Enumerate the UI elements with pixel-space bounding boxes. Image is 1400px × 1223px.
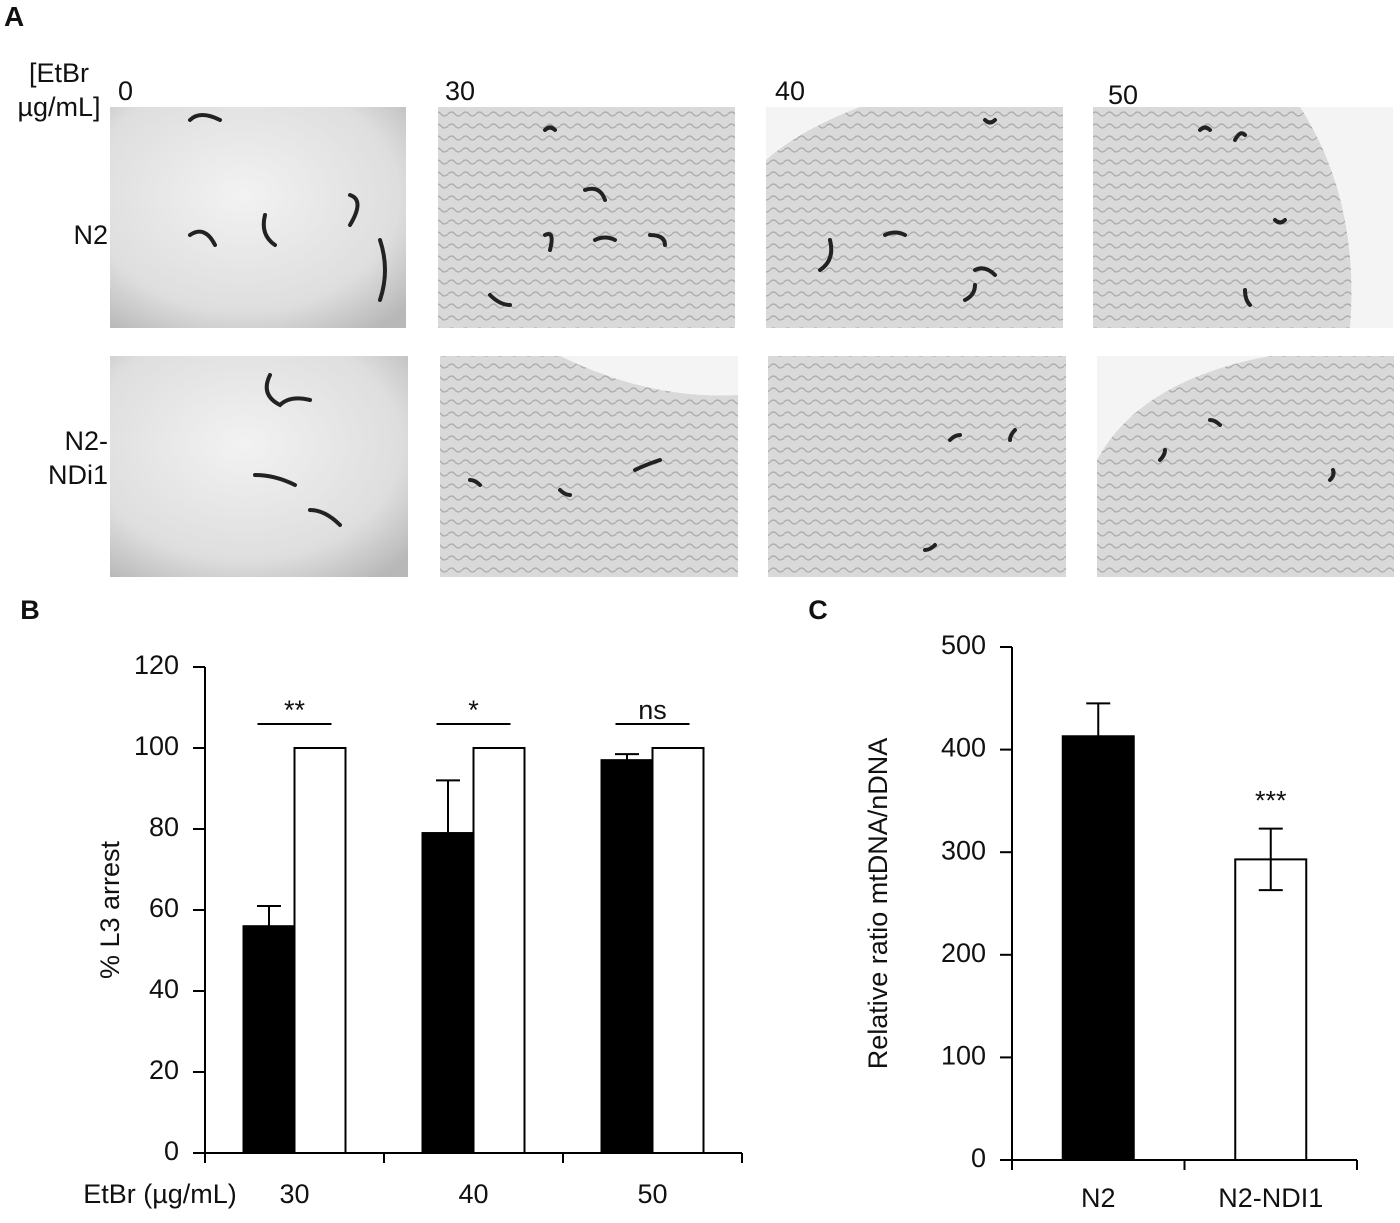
bar xyxy=(1061,735,1135,1162)
worms xyxy=(188,113,1336,552)
significance-label: ns xyxy=(638,695,667,725)
bar xyxy=(293,747,347,1154)
y-tick-label: 40 xyxy=(149,974,179,1004)
y-tick-label: 200 xyxy=(941,938,986,968)
y-tick-label: 60 xyxy=(149,893,179,923)
y-tick-label: 0 xyxy=(164,1136,179,1166)
error-bar xyxy=(436,779,460,834)
bar xyxy=(600,759,654,1155)
micrograph xyxy=(110,107,406,328)
y-axis-label: % L3 arrest xyxy=(95,840,125,979)
x-tick-label: N2 xyxy=(1081,1183,1116,1213)
y-axis-label: Relative ratio mtDNA/nDNA xyxy=(863,738,893,1070)
bar xyxy=(472,747,526,1154)
y-tick-label: 80 xyxy=(149,812,179,842)
row-label: N2-NDi1 xyxy=(47,426,108,490)
micrograph xyxy=(766,107,1063,328)
x-axis-label: EtBr (µg/mL) xyxy=(83,1179,237,1209)
panel-label: B xyxy=(20,595,40,625)
micrograph-edge xyxy=(766,107,860,160)
panel-label: A xyxy=(4,1,25,32)
y-tick-label: 400 xyxy=(941,733,986,763)
y-tick-label: 120 xyxy=(134,650,179,680)
significance-label: * xyxy=(468,695,479,725)
micrograph-edge xyxy=(560,356,738,396)
micrograph-grid xyxy=(110,107,1394,577)
panel-label: C xyxy=(808,595,828,625)
error-bar xyxy=(257,904,281,927)
column-label: 50 xyxy=(1108,80,1139,110)
significance-label: ** xyxy=(284,695,306,725)
column-label: 30 xyxy=(445,76,476,106)
column-label: 40 xyxy=(775,76,806,106)
y-tick-label: 300 xyxy=(941,835,986,865)
significance-label: *** xyxy=(1255,786,1287,816)
y-tick-label: 0 xyxy=(971,1143,986,1173)
column-label: 0 xyxy=(118,76,134,106)
micrograph xyxy=(438,107,735,328)
x-tick-label: 40 xyxy=(458,1179,488,1209)
bar xyxy=(651,747,705,1154)
column-header: [EtBr µg/mL] xyxy=(17,58,101,122)
x-tick-label: 50 xyxy=(637,1179,667,1209)
micrograph xyxy=(110,356,408,577)
bar xyxy=(421,832,475,1154)
error-bar xyxy=(1086,702,1111,737)
bar xyxy=(1234,858,1308,1162)
y-tick-label: 500 xyxy=(941,630,986,660)
x-tick-label: 30 xyxy=(279,1179,309,1209)
micrograph xyxy=(768,356,1066,577)
micrograph-edge xyxy=(1097,356,1270,460)
y-tick-label: 100 xyxy=(134,731,179,761)
y-tick-label: 20 xyxy=(149,1055,179,1085)
row-label: N2 xyxy=(73,220,108,250)
y-tick-label: 100 xyxy=(941,1041,986,1071)
micrograph-edge xyxy=(1300,107,1393,328)
x-tick-label: N2-NDI1 xyxy=(1218,1183,1323,1213)
error-bar xyxy=(1258,827,1283,892)
error-bar xyxy=(615,753,639,761)
bar xyxy=(242,925,296,1155)
